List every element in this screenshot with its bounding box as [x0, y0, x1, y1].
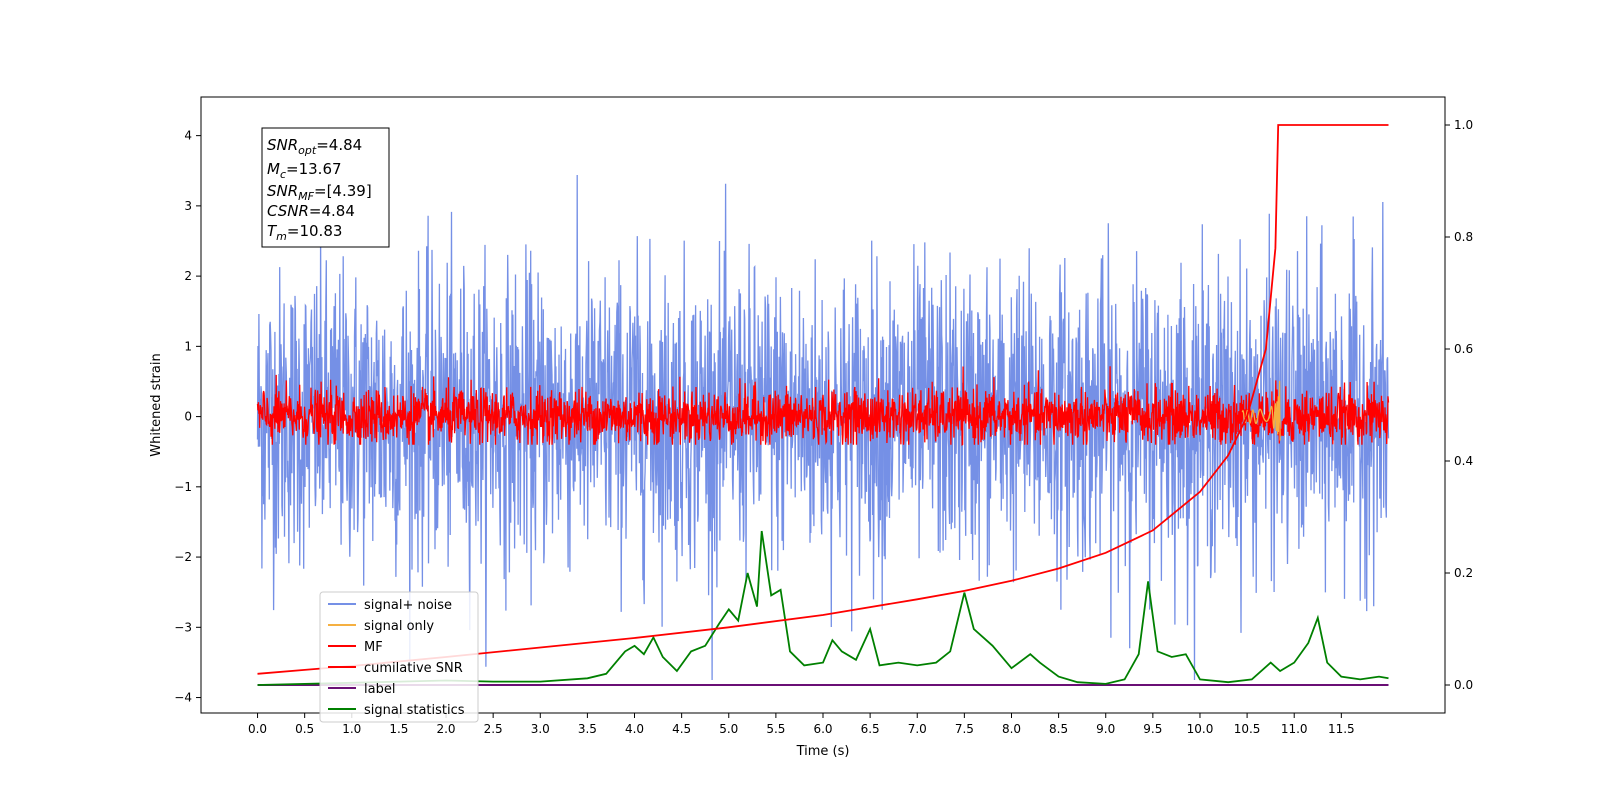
svg-text:signal only: signal only: [364, 619, 434, 634]
y-right-tick-label: 0.6: [1454, 342, 1473, 356]
legend-item-signal-only: signal only: [328, 619, 434, 634]
svg-text:MF: MF: [364, 640, 383, 655]
x-axis: 0.0 0.5 1.0 1.5 2.0 2.5 3.0 3.5 4.0 4.5 5.0 5.5 6.0 6…: [248, 713, 1355, 736]
series-mf: [256, 366, 1390, 446]
legend-item-signal-statistics: signal statistics: [328, 703, 465, 718]
x-tick-label: 2.5: [484, 722, 503, 736]
y-left-tick-label: 2: [184, 269, 192, 283]
x-tick-label: 9.5: [1143, 722, 1162, 736]
svg-text:cumilative SNR: cumilative SNR: [364, 661, 463, 676]
svg-text:label: label: [364, 682, 395, 697]
x-tick-label: 11.0: [1281, 722, 1308, 736]
y-axis-left: 4 3 2 1 0 −1 −2 −3 −4: [174, 129, 201, 705]
y-left-tick-label: 4: [184, 129, 192, 143]
y-left-tick-label: 0: [184, 410, 192, 424]
series-signal-only: [1241, 380, 1281, 441]
y-left-tick-label: −4: [174, 691, 192, 705]
x-tick-label: 1.5: [389, 722, 408, 736]
y-right-tick-label: 0.2: [1454, 566, 1473, 580]
x-tick-label: 6.5: [861, 722, 880, 736]
y-right-tick-label: 0.0: [1454, 678, 1473, 692]
info-box: SNRopt=4.84 Mc=13.67 SNRMF=[4.39] CSNR=4…: [261, 127, 390, 248]
series-cumulative-snr: [257, 124, 1389, 675]
x-tick-label: 8.0: [1002, 722, 1021, 736]
svg-text:signal statistics: signal statistics: [364, 703, 465, 718]
x-tick-label: 9.0: [1096, 722, 1115, 736]
svg-text:signal+ noise: signal+ noise: [364, 598, 452, 613]
x-tick-label: 10.5: [1234, 722, 1261, 736]
legend-item-cumulative-snr: cumilative SNR: [328, 661, 463, 676]
y-left-tick-label: −2: [174, 550, 192, 564]
info-csnr: CSNR=4.84: [267, 202, 355, 220]
info-snr-mf: SNRMF=[4.39]: [267, 182, 372, 203]
x-tick-label: 7.5: [955, 722, 974, 736]
x-tick-label: 10.0: [1187, 722, 1214, 736]
x-tick-label: 5.5: [766, 722, 785, 736]
y-right-tick-label: 0.8: [1454, 230, 1473, 244]
x-tick-label: 7.0: [908, 722, 927, 736]
y-axis-label: Whitened strain: [149, 353, 164, 456]
x-tick-label: 11.5: [1328, 722, 1355, 736]
legend-item-signal-noise: signal+ noise: [328, 598, 452, 613]
legend-item-label: label: [328, 682, 395, 697]
x-tick-label: 3.5: [578, 722, 597, 736]
x-tick-label: 0.0: [248, 722, 267, 736]
x-tick-label: 8.5: [1049, 722, 1068, 736]
x-tick-label: 4.5: [672, 722, 691, 736]
y-left-tick-label: 3: [184, 199, 192, 213]
y-right-tick-label: 1.0: [1454, 118, 1473, 132]
y-left-tick-label: −3: [174, 620, 192, 634]
x-tick-label: 4.0: [625, 722, 644, 736]
info-mc: Mc=13.67: [267, 160, 342, 181]
y-left-tick-label: 1: [184, 339, 192, 353]
y-left-tick-label: −1: [174, 480, 192, 494]
x-tick-label: 3.0: [531, 722, 550, 736]
x-tick-label: 0.5: [295, 722, 314, 736]
x-axis-label: Time (s): [796, 744, 850, 759]
x-tick-label: 6.0: [813, 722, 832, 736]
x-tick-label: 2.0: [436, 722, 455, 736]
info-tm: Tm=10.83: [267, 222, 342, 243]
legend: signal+ noise signal only MF cumilative …: [319, 591, 479, 723]
info-snr-opt: SNRopt=4.84: [267, 136, 362, 157]
x-tick-label: 1.0: [342, 722, 361, 736]
y-axis-right: 1.0 0.8 0.6 0.4 0.2 0.0: [1445, 118, 1473, 692]
legend-item-mf: MF: [328, 640, 383, 655]
y-right-tick-label: 0.4: [1454, 454, 1473, 468]
x-tick-label: 5.0: [719, 722, 738, 736]
series-signal-statistics: [257, 530, 1389, 686]
